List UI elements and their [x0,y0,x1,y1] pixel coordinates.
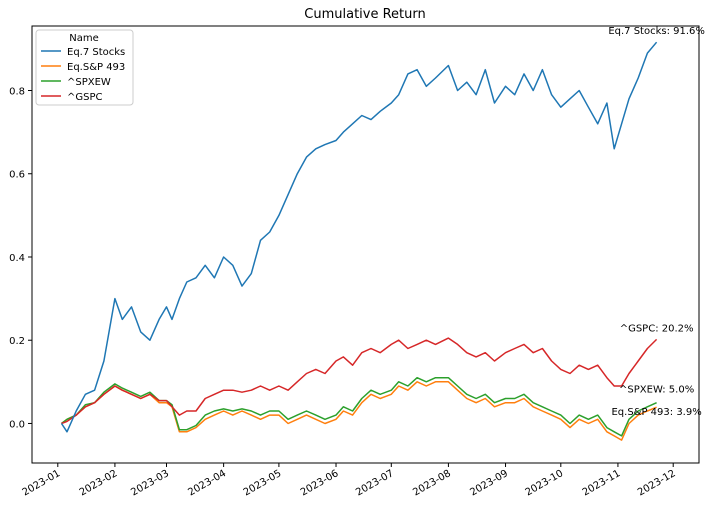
y-tick-label: 0.2 [9,336,25,347]
legend-entry-label: ^SPXEW [67,77,111,88]
legend: Name Eq.7 Stocks Eq.S&P 493 ^SPXEW ^GSPC [35,29,134,106]
legend-entries: Eq.7 Stocks Eq.S&P 493 ^SPXEW ^GSPC [41,47,125,103]
chart-title: Cumulative Return [304,7,425,22]
series-end-label: Eq.7 Stocks: 91.6% [608,26,705,37]
legend-entry-label: ^GSPC [67,92,103,103]
y-tick-label: 0.6 [9,170,25,181]
legend-box [35,29,134,106]
y-tick-label: 0.0 [9,419,25,430]
legend-title: Name [69,33,99,44]
y-axis: 0.0 0.2 0.4 0.6 0.8 [9,87,32,430]
series-end-label: ^SPXEW: 5.0% [619,385,694,396]
y-tick-label: 0.8 [9,87,25,98]
series-line-gspc [61,337,658,425]
series-line-eq-s-p-493 [61,381,657,441]
series-end-label: Eq.S&P 493: 3.9% [611,407,701,418]
y-tick-label: 0.4 [9,253,25,264]
legend-entry-label: Eq.S&P 493 [67,62,125,73]
plot-area [31,25,700,464]
series-end-labels: Eq.7 Stocks: 91.6% Eq.S&P 493: 3.9% ^SPXEW… [608,26,705,418]
legend-entry-label: Eq.7 Stocks [67,47,125,58]
series-line-eq-7-stocks [60,41,658,433]
series-layer [60,41,658,441]
series-end-label: ^GSPC: 20.2% [620,323,694,334]
